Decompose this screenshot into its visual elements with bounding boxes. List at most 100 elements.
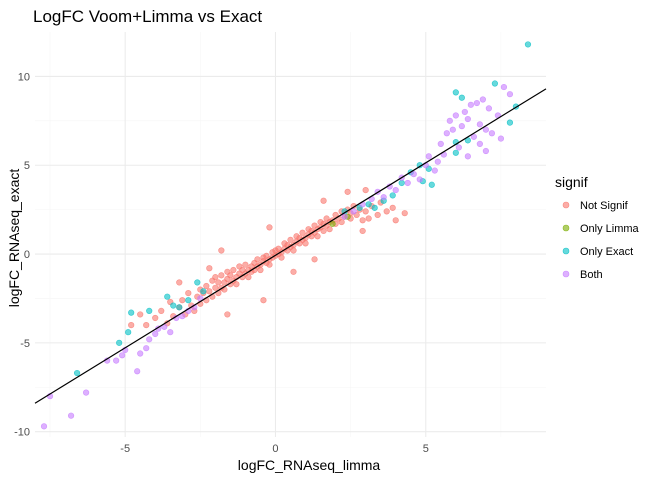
data-point — [143, 345, 150, 352]
data-point — [389, 192, 396, 199]
data-point — [185, 297, 192, 304]
data-point — [482, 147, 489, 155]
data-point — [428, 181, 435, 188]
x-axis-title: logFC_RNAseq_limma — [238, 457, 381, 473]
data-point — [299, 229, 306, 236]
data-point — [491, 80, 499, 87]
data-point — [146, 336, 153, 343]
data-point — [125, 329, 132, 336]
data-point — [266, 261, 273, 268]
data-point — [176, 304, 183, 311]
data-point — [350, 208, 357, 215]
data-point — [452, 149, 459, 156]
data-point — [137, 311, 144, 318]
y-axis-ticks: -10 -5 0 5 10 — [14, 71, 30, 438]
grid — [35, 32, 546, 437]
data-point — [40, 423, 48, 430]
data-point — [476, 140, 483, 148]
data-point — [116, 339, 123, 346]
data-point — [506, 119, 514, 126]
x-tick-label: -5 — [120, 443, 130, 455]
data-point — [392, 186, 399, 194]
data-point — [143, 321, 150, 329]
data-point — [73, 369, 81, 377]
data-point — [461, 108, 468, 116]
data-point — [137, 350, 144, 357]
data-point — [455, 144, 462, 151]
legend-key — [562, 247, 570, 255]
data-point — [260, 297, 267, 304]
data-point — [200, 288, 207, 295]
data-point — [476, 121, 483, 128]
data-point — [458, 123, 465, 130]
data-point — [365, 201, 372, 208]
data-point — [326, 226, 333, 233]
data-point — [290, 268, 297, 275]
data-point — [410, 171, 417, 178]
data-point — [359, 217, 366, 224]
data-point — [473, 99, 480, 107]
data-point — [437, 140, 444, 148]
data-point — [482, 126, 489, 133]
legend-label: Not Signif — [580, 200, 629, 212]
data-point — [380, 194, 387, 201]
data-point — [452, 89, 459, 96]
data-point — [302, 240, 309, 247]
data-point — [404, 179, 411, 187]
data-point — [464, 153, 471, 160]
data-point — [383, 208, 390, 215]
data-point — [152, 330, 159, 338]
data-point — [67, 412, 75, 419]
data-point — [215, 279, 222, 286]
legend-label: Both — [580, 269, 603, 281]
data-point — [401, 210, 408, 217]
data-point — [497, 135, 505, 142]
data-point — [479, 96, 486, 103]
data-point — [425, 153, 432, 160]
data-point — [338, 218, 345, 226]
data-point — [311, 256, 318, 263]
data-point — [458, 94, 465, 101]
legend-key — [562, 270, 570, 278]
y-tick-label: -5 — [20, 338, 30, 350]
data-point — [398, 179, 405, 187]
data-point — [113, 357, 120, 364]
data-point — [389, 204, 396, 211]
data-point — [452, 112, 459, 119]
data-point — [218, 247, 225, 254]
data-point — [500, 83, 508, 91]
data-point — [266, 224, 273, 231]
data-point — [467, 101, 474, 108]
legend-key — [562, 201, 570, 209]
data-point — [488, 130, 495, 137]
data-point — [128, 309, 135, 316]
y-tick-label: 0 — [24, 249, 30, 261]
data-point — [359, 227, 366, 235]
data-point — [206, 288, 213, 295]
legend-label: Only Limma — [580, 223, 640, 235]
data-point — [443, 130, 450, 137]
legend-key — [562, 224, 570, 232]
data-point — [362, 208, 369, 215]
legend-title: signif — [555, 174, 588, 190]
data-point — [392, 217, 399, 224]
data-point — [341, 213, 348, 220]
data-point — [164, 293, 171, 300]
data-point — [431, 167, 438, 174]
x-tick-label: 5 — [423, 443, 429, 455]
data-points — [40, 41, 532, 430]
data-point — [245, 274, 252, 281]
data-point — [233, 281, 240, 288]
data-point — [290, 247, 297, 254]
x-axis-ticks: -5 0 5 — [120, 443, 429, 455]
data-point — [218, 272, 225, 279]
data-point — [329, 220, 336, 227]
data-point — [158, 307, 165, 314]
data-point — [254, 256, 261, 263]
data-point — [464, 115, 471, 123]
data-point — [362, 186, 369, 194]
data-point — [176, 279, 183, 286]
data-point — [134, 368, 141, 375]
legend-label: Only Exact — [580, 246, 633, 258]
